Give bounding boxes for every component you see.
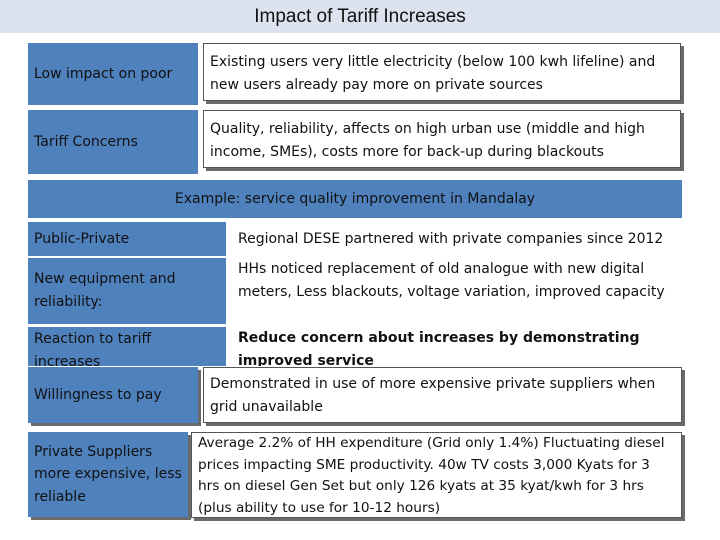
label-reaction-to-tariff: Reaction to tariff increases bbox=[28, 327, 226, 366]
text-low-impact-on-poor: Existing users very little electricity (… bbox=[203, 43, 681, 101]
text-new-equipment: HHs noticed replacement of old analogue … bbox=[232, 258, 682, 326]
slide-title: Impact of Tariff Increases bbox=[0, 0, 720, 33]
text-reaction-to-tariff: Reduce concern about increases by demons… bbox=[232, 327, 682, 366]
label-new-equipment: New equipment and reliability: bbox=[28, 258, 226, 324]
example-heading: Example: service quality improvement in … bbox=[28, 180, 682, 218]
label-private-suppliers: Private Suppliers more expensive, less r… bbox=[28, 432, 188, 517]
text-public-private: Regional DESE partnered with private com… bbox=[232, 222, 682, 256]
label-public-private: Public-Private bbox=[28, 222, 226, 256]
text-willingness-to-pay: Demonstrated in use of more expensive pr… bbox=[203, 367, 682, 423]
label-low-impact-on-poor: Low impact on poor bbox=[28, 43, 198, 105]
text-tariff-concerns: Quality, reliability, affects on high ur… bbox=[203, 110, 681, 168]
label-willingness-to-pay: Willingness to pay bbox=[28, 367, 198, 423]
text-private-suppliers: Average 2.2% of HH expenditure (Grid onl… bbox=[191, 432, 682, 518]
label-tariff-concerns: Tariff Concerns bbox=[28, 110, 198, 174]
